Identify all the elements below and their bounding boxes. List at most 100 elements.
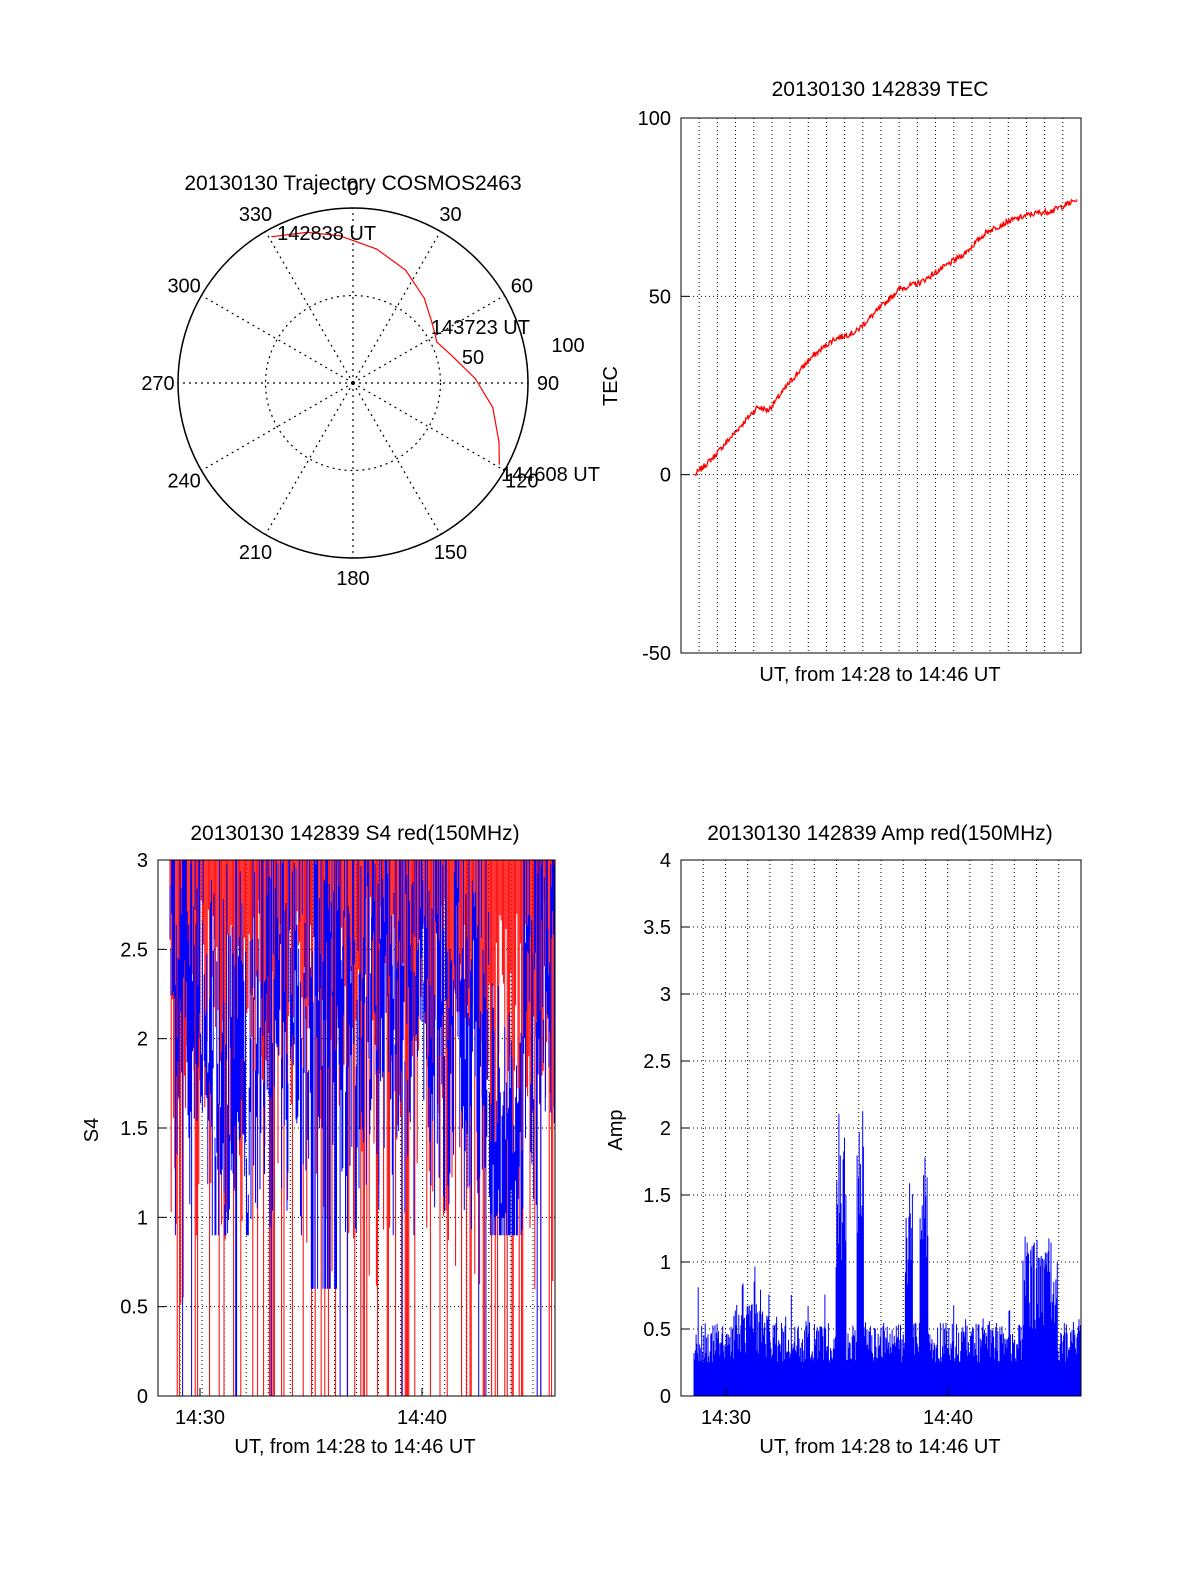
trajectory-point (451, 355, 454, 357)
amp-x-ticks: 14:30 14:40 (701, 1388, 973, 1429)
tec-line-path (694, 198, 1078, 477)
y-tick-label: 0 (137, 1386, 148, 1408)
y-tick-label: 50 (649, 286, 671, 308)
tec-point (811, 356, 813, 358)
tec-point (898, 288, 900, 291)
s4-xlabel: UT, from 14:28 to 14:46 UT (234, 1436, 475, 1458)
y-tick-label: 2.5 (120, 939, 148, 961)
polar-angle-label: 180 (336, 568, 369, 590)
tec-point (1075, 199, 1078, 201)
y-tick-label: 0.5 (120, 1297, 148, 1319)
y-tick-label: 3.5 (643, 917, 671, 939)
tec-point (1007, 220, 1010, 223)
trajectory-point (474, 378, 477, 380)
radius-label-50: 50 (462, 347, 484, 369)
polar-spoke (352, 231, 442, 384)
polar-angle-label: 120 (505, 471, 538, 493)
amp-title: 20130130 142839 Amp red(150MHz) (707, 822, 1053, 845)
polar-angle-label: 300 (167, 276, 200, 298)
polar-spoke (352, 294, 505, 384)
tec-line (694, 198, 1078, 477)
amp-xlabel: UT, from 14:28 to 14:46 UT (759, 1436, 1000, 1458)
tec-point (963, 252, 966, 255)
tec-point (712, 456, 715, 458)
s4-y-ticks: 0 0.5 1 1.5 2 2.5 3 (120, 850, 166, 1408)
tec-point (694, 473, 696, 476)
polar-spoke (201, 382, 354, 472)
polar-ring-50 (264, 294, 442, 472)
trajectory-point (271, 236, 273, 238)
polar-spoke (201, 294, 354, 384)
trajectory-point (423, 297, 425, 299)
y-tick-label: 0.5 (643, 1319, 671, 1341)
y-tick-label: 4 (660, 850, 671, 872)
trajectory-point (492, 407, 494, 409)
polar-angle-label: 60 (511, 276, 533, 298)
trajectory-point (431, 322, 433, 324)
trajectory-point (376, 248, 378, 250)
x-tick-label: 14:40 (397, 1407, 447, 1429)
y-tick-label: 1.5 (120, 1118, 148, 1140)
radius-label-100: 100 (551, 335, 584, 357)
polar-angle-label: 270 (141, 373, 174, 395)
s4-x-ticks: 14:30 14:40 (175, 1388, 447, 1429)
tec-point (789, 381, 791, 383)
polar-annotations: 142838 UT 143723 UT 144608 UT (277, 223, 600, 486)
polar-angle-labels: 0 30 60 90 120 150 180 210 240 270 300 330 (141, 178, 559, 590)
amp-blue-bars (693, 1111, 1081, 1396)
x-tick-label: 14:30 (175, 1407, 225, 1429)
trajectory-point (404, 269, 407, 271)
tec-point (985, 231, 988, 233)
tec-grid (681, 118, 1081, 653)
s4-ylabel: S4 (81, 1118, 103, 1142)
polar-chart: 20130130 Trajectory COSMOS2463 0 30 60 90 12… (141, 172, 600, 590)
tec-point (767, 409, 770, 412)
amp-blue-series (693, 1111, 1081, 1396)
tec-point (920, 281, 922, 283)
tec-point (942, 267, 944, 269)
y-tick-label: 2.5 (643, 1051, 671, 1073)
polar-spoke (264, 382, 354, 535)
y-tick-label: 1 (137, 1207, 148, 1229)
y-tick-label: -50 (642, 643, 671, 665)
tec-frame (680, 117, 1082, 654)
polar-spoke (264, 231, 354, 384)
y-tick-label: 0 (660, 1386, 671, 1408)
y-tick-label: 3 (660, 984, 671, 1006)
y-tick-label: 3 (137, 850, 148, 872)
polar-annotation: 142838 UT (277, 223, 376, 245)
tec-point (1051, 209, 1053, 212)
y-tick-label: 100 (638, 108, 671, 130)
polar-angle-label: 90 (537, 373, 559, 395)
y-tick-label: 1 (660, 1252, 671, 1274)
tec-point (832, 338, 835, 340)
x-tick-label: 14:40 (923, 1407, 973, 1429)
tec-y-ticks: -50 0 50 100 (638, 108, 689, 665)
polar-grid (177, 207, 529, 559)
s4-blue-series (169, 860, 555, 1396)
polar-angle-label: 150 (434, 542, 467, 564)
amp-y-ticks: 0 0.5 1 1.5 2 2.5 3 3.5 4 (643, 850, 689, 1408)
tec-point (734, 431, 737, 433)
x-tick-label: 14:30 (701, 1407, 751, 1429)
y-tick-label: 2 (137, 1029, 148, 1051)
polar-annotation: 143723 UT (431, 317, 530, 339)
y-tick-label: 2 (660, 1118, 671, 1140)
tec-point (756, 406, 759, 408)
amp-ylabel: Amp (605, 1109, 627, 1150)
amp-chart: 20130130 142839 Amp red(150MHz) 0 0.5 1 1.5… (605, 822, 1082, 1458)
polar-angle-label: 330 (239, 204, 272, 226)
polar-spoke (352, 382, 505, 472)
tec-chart: 20130130 142839 TEC -50 0 50 100 TEC UT, fr… (600, 78, 1082, 686)
y-tick-label: 1.5 (643, 1185, 671, 1207)
s4-blue-trace (169, 860, 555, 1396)
polar-annotation: 144608 UT (501, 464, 600, 486)
tec-point (854, 331, 857, 333)
polar-angle-label: 240 (167, 471, 200, 493)
tec-point (876, 309, 879, 312)
amp-grid (681, 860, 1081, 1396)
tec-ylabel: TEC (600, 366, 622, 406)
s4-chart: 20130130 142839 S4 red(150MHz) 0 0.5 1 1.5 2… (81, 822, 556, 1458)
polar-angle-label: 30 (439, 204, 461, 226)
